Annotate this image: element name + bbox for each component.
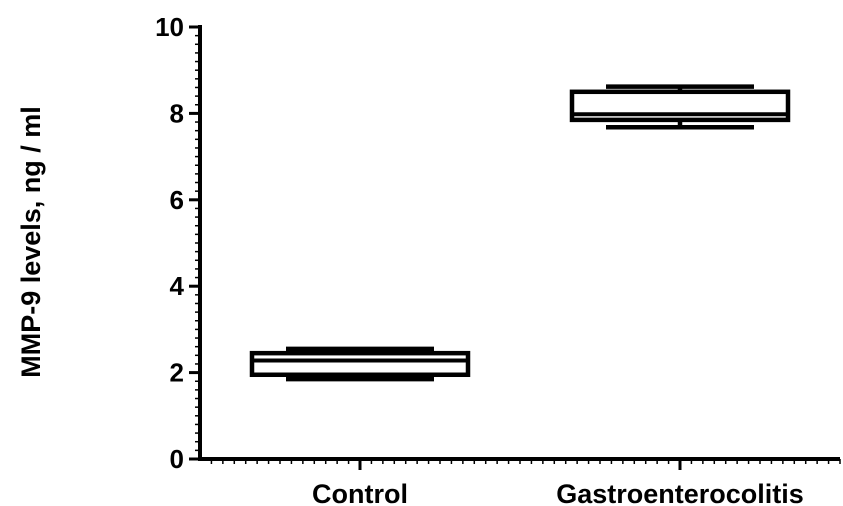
y-tick-label: 0 [170, 444, 184, 474]
category-labels: Control Gastroenterocolitis [312, 479, 804, 506]
box-group [249, 346, 471, 382]
category-label: Control [312, 479, 408, 506]
box-group [569, 84, 791, 130]
y-tick-label: 10 [155, 12, 184, 42]
boxes [249, 84, 791, 382]
y-tick-labels: 0 2 4 6 8 10 [155, 12, 184, 474]
y-axis-title: MMP-9 levels, ng / ml [16, 106, 46, 378]
y-tick-label: 6 [170, 185, 184, 215]
category-label: Gastroenterocolitis [556, 479, 804, 506]
y-tick-label: 4 [170, 271, 185, 301]
y-tick-label: 2 [170, 358, 184, 388]
box-rect [249, 350, 471, 378]
y-tick-label: 8 [170, 98, 184, 128]
